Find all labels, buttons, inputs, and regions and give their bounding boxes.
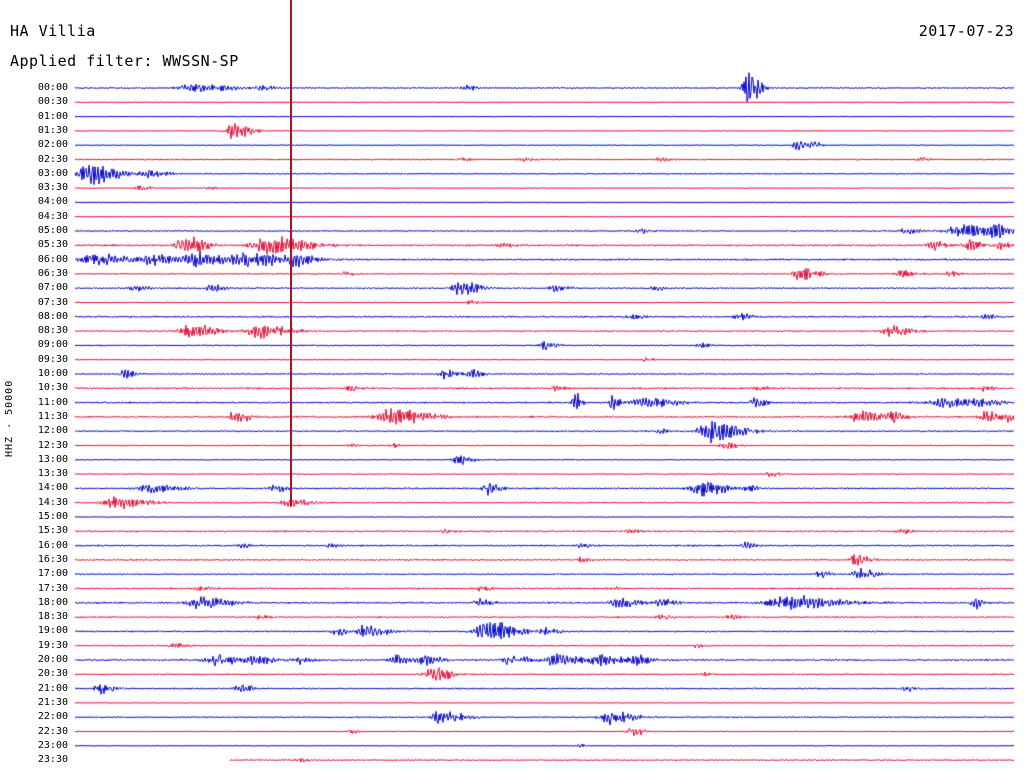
time-label: 19:00 <box>37 625 68 637</box>
time-label: 13:00 <box>37 453 68 465</box>
time-label: 13:30 <box>37 468 68 480</box>
time-label: 10:30 <box>37 382 68 394</box>
time-label: 14:30 <box>37 496 68 508</box>
time-label: 11:30 <box>37 410 68 422</box>
time-label: 15:00 <box>37 511 68 522</box>
time-label: 16:00 <box>37 539 68 551</box>
time-label: 03:00 <box>37 167 68 179</box>
date-label: 2017-07-23 <box>918 22 1014 40</box>
time-label: 21:30 <box>37 696 68 708</box>
time-label: 12:30 <box>37 439 68 451</box>
time-label: 10:00 <box>37 368 68 379</box>
time-label: 09:30 <box>37 353 68 365</box>
time-label: 22:00 <box>37 711 68 723</box>
time-label: 00:30 <box>37 96 68 108</box>
time-label: 00:00 <box>37 82 68 93</box>
time-label: 18:30 <box>37 611 68 623</box>
time-label: 05:30 <box>37 239 68 251</box>
time-label: 03:30 <box>37 182 68 194</box>
time-label: 21:00 <box>37 682 68 694</box>
time-label: 04:00 <box>37 196 68 208</box>
time-label: 15:30 <box>37 525 68 537</box>
time-label: 20:00 <box>37 654 68 665</box>
time-label: 17:30 <box>37 582 68 594</box>
time-label: 01:00 <box>37 110 68 122</box>
time-label: 02:30 <box>37 153 68 165</box>
time-label: 02:00 <box>37 139 68 151</box>
time-label: 19:30 <box>37 639 68 651</box>
time-label: 23:30 <box>37 754 68 766</box>
time-label: 17:00 <box>37 568 68 580</box>
time-label: 01:30 <box>37 124 68 136</box>
time-label: 07:00 <box>37 282 68 294</box>
current-time-marker-line <box>290 0 292 506</box>
time-label: 11:00 <box>37 396 68 408</box>
time-label: 05:00 <box>37 225 68 236</box>
time-label: 18:00 <box>37 596 68 608</box>
time-label: 22:30 <box>37 725 68 737</box>
time-label: 06:30 <box>37 267 68 279</box>
time-label: 04:30 <box>37 210 68 222</box>
time-label: 08:30 <box>37 325 68 337</box>
filter-label: Applied filter: WWSSN-SP <box>10 52 239 70</box>
time-label: 23:00 <box>37 739 68 751</box>
time-label: 14:00 <box>37 482 68 494</box>
time-label: 08:00 <box>37 310 68 322</box>
time-label: 09:00 <box>37 339 68 351</box>
time-label: 12:00 <box>37 425 68 437</box>
station-name: HA Villia <box>10 22 96 40</box>
time-label: 07:30 <box>37 296 68 308</box>
time-label: 16:30 <box>37 553 68 565</box>
time-label: 06:00 <box>37 253 68 265</box>
time-label: 20:30 <box>37 668 68 680</box>
